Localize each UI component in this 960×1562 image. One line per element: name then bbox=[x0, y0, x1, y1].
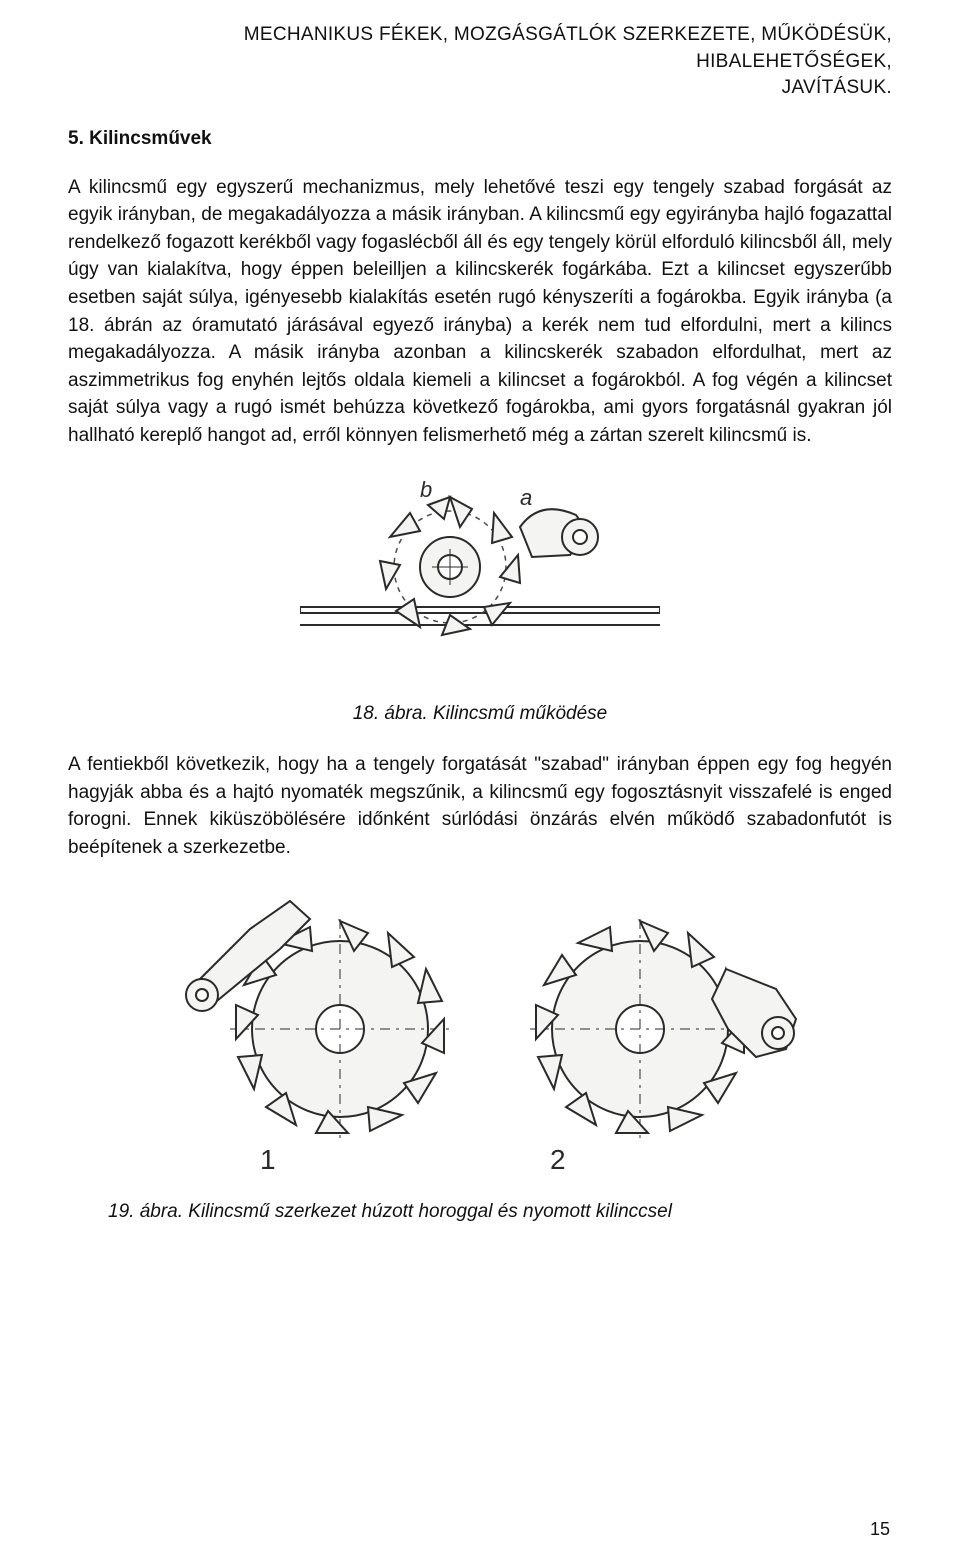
figure-18-label-a: a bbox=[520, 485, 532, 510]
figure-19-caption: 19. ábra. Kilincsmű szerkezet húzott hor… bbox=[68, 1201, 892, 1223]
header-line-2: JAVÍTÁSUK. bbox=[68, 75, 892, 102]
header-line-1: MECHANIKUS FÉKEK, MOZGÁSGÁTLÓK SZERKEZET… bbox=[68, 22, 892, 75]
paragraph-2: A fentiekből következik, hogy ha a tenge… bbox=[68, 751, 892, 861]
figure-19-label-1: 1 bbox=[260, 1144, 276, 1175]
figure-19-svg: 1 bbox=[150, 879, 810, 1179]
figure-18: b a 18. ábra. Kilincsmű működése bbox=[68, 467, 892, 725]
paragraph-1: A kilincsmű egy egyszerű mechanizmus, me… bbox=[68, 174, 892, 449]
figure-18-svg: b a bbox=[300, 467, 660, 667]
figure-18-label-b: b bbox=[420, 477, 432, 502]
figure-19: 1 bbox=[68, 879, 892, 1223]
page-number: 15 bbox=[870, 1519, 890, 1540]
figure-18-caption: 18. ábra. Kilincsmű működése bbox=[353, 703, 608, 725]
figure-19-label-2: 2 bbox=[550, 1144, 566, 1175]
section-title: 5. Kilincsművek bbox=[68, 128, 892, 150]
page-header: MECHANIKUS FÉKEK, MOZGÁSGÁTLÓK SZERKEZET… bbox=[68, 22, 892, 102]
